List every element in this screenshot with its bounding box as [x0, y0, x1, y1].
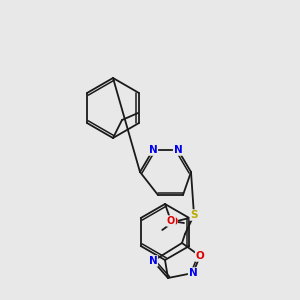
Text: O: O — [167, 216, 175, 226]
Text: N: N — [148, 256, 158, 266]
Text: N: N — [174, 145, 182, 155]
Text: N: N — [189, 268, 197, 278]
Text: O: O — [196, 251, 204, 261]
Text: N: N — [148, 145, 158, 155]
Text: S: S — [190, 210, 198, 220]
Text: O: O — [169, 217, 177, 227]
